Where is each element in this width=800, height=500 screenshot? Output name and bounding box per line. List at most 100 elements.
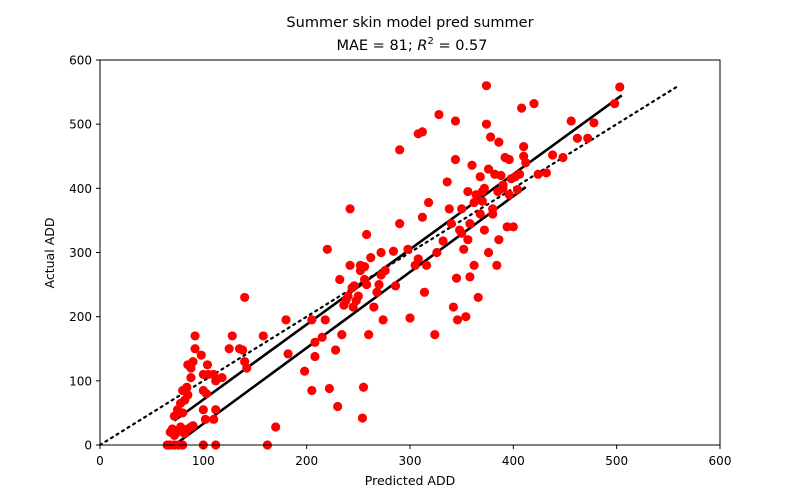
data-point (521, 158, 531, 168)
data-point (188, 421, 198, 431)
data-point (403, 244, 413, 254)
data-point (450, 154, 461, 165)
data-point (320, 315, 330, 325)
data-point (209, 414, 219, 424)
subtitle-r-symbol: R (417, 38, 427, 54)
data-point (566, 116, 576, 126)
subtitle-prefix: MAE = 81; (336, 38, 417, 54)
data-point (475, 172, 485, 182)
y-tick-label: 600 (69, 54, 92, 68)
data-point (457, 204, 467, 214)
data-point (333, 401, 343, 412)
chart-title: Summer skin model pred summer (286, 15, 533, 31)
data-point (473, 292, 483, 303)
data-point (242, 363, 252, 373)
y-tick-label: 300 (69, 246, 92, 260)
data-point (477, 196, 487, 206)
data-point (572, 133, 583, 143)
data-point (310, 351, 320, 362)
data-point (450, 116, 461, 126)
data-point (353, 291, 363, 301)
data-point (479, 225, 489, 235)
data-point (494, 137, 504, 147)
data-point (469, 197, 479, 208)
data-point (434, 109, 444, 120)
data-point (357, 413, 368, 423)
data-point (200, 414, 210, 424)
data-point (451, 273, 462, 283)
points-layer (162, 81, 625, 450)
data-point (331, 345, 341, 355)
x-tick-label: 600 (709, 454, 732, 468)
regression-line-2 (173, 186, 527, 447)
data-point (463, 186, 473, 197)
data-point (481, 119, 492, 129)
subtitle-suffix: = 0.57 (434, 38, 488, 54)
data-point (281, 315, 291, 325)
data-point (395, 145, 405, 155)
x-tick-label: 200 (295, 454, 318, 468)
data-point (583, 133, 593, 143)
data-point (463, 235, 473, 245)
data-point (504, 190, 514, 200)
data-point (479, 183, 489, 193)
data-point (589, 118, 599, 128)
data-point (448, 302, 458, 312)
data-point (483, 247, 494, 258)
chart-subtitle: MAE = 81; R2 = 0.57 (336, 36, 487, 54)
x-tick-label: 100 (192, 454, 215, 468)
data-point (610, 99, 620, 109)
data-point (533, 169, 543, 179)
data-point (183, 390, 193, 400)
y-axis: 0 100 200 300 400 500 600 (69, 54, 100, 453)
data-point (421, 260, 432, 270)
data-point (465, 272, 475, 282)
data-point (496, 170, 506, 181)
data-point (349, 281, 359, 291)
data-point (504, 154, 514, 165)
data-point (376, 247, 386, 258)
y-tick-label: 100 (69, 374, 92, 388)
data-point (390, 281, 401, 291)
data-point (438, 236, 448, 246)
data-point (178, 408, 188, 418)
data-point (211, 405, 221, 415)
data-point (461, 312, 471, 322)
data-point (190, 331, 200, 341)
data-point (369, 302, 379, 312)
data-point (362, 229, 372, 240)
data-point (483, 164, 494, 174)
x-tick-label: 0 (96, 454, 104, 468)
data-point (417, 127, 427, 137)
data-point (345, 260, 355, 270)
data-point (457, 228, 467, 238)
data-point (322, 244, 332, 254)
data-point (198, 405, 208, 415)
data-point (465, 219, 475, 229)
y-tick-label: 500 (69, 118, 92, 132)
data-point (374, 279, 384, 290)
x-tick-label: 300 (399, 454, 422, 468)
data-point (432, 247, 442, 258)
data-point (469, 260, 479, 270)
data-point (475, 209, 485, 219)
data-point (413, 254, 423, 264)
data-point (337, 330, 347, 340)
data-point (508, 222, 518, 232)
data-point (300, 366, 310, 376)
data-point (240, 292, 250, 303)
data-point (186, 363, 196, 373)
data-point (419, 287, 430, 297)
data-point (494, 235, 504, 245)
data-point (227, 331, 237, 341)
data-point (380, 265, 390, 276)
subtitle-exponent: 2 (427, 36, 433, 47)
data-point (467, 160, 477, 170)
data-point (488, 209, 498, 219)
y-tick-label: 400 (69, 182, 92, 196)
data-point (362, 279, 372, 290)
data-point (335, 274, 345, 285)
data-point (202, 360, 213, 370)
data-point (558, 152, 568, 163)
